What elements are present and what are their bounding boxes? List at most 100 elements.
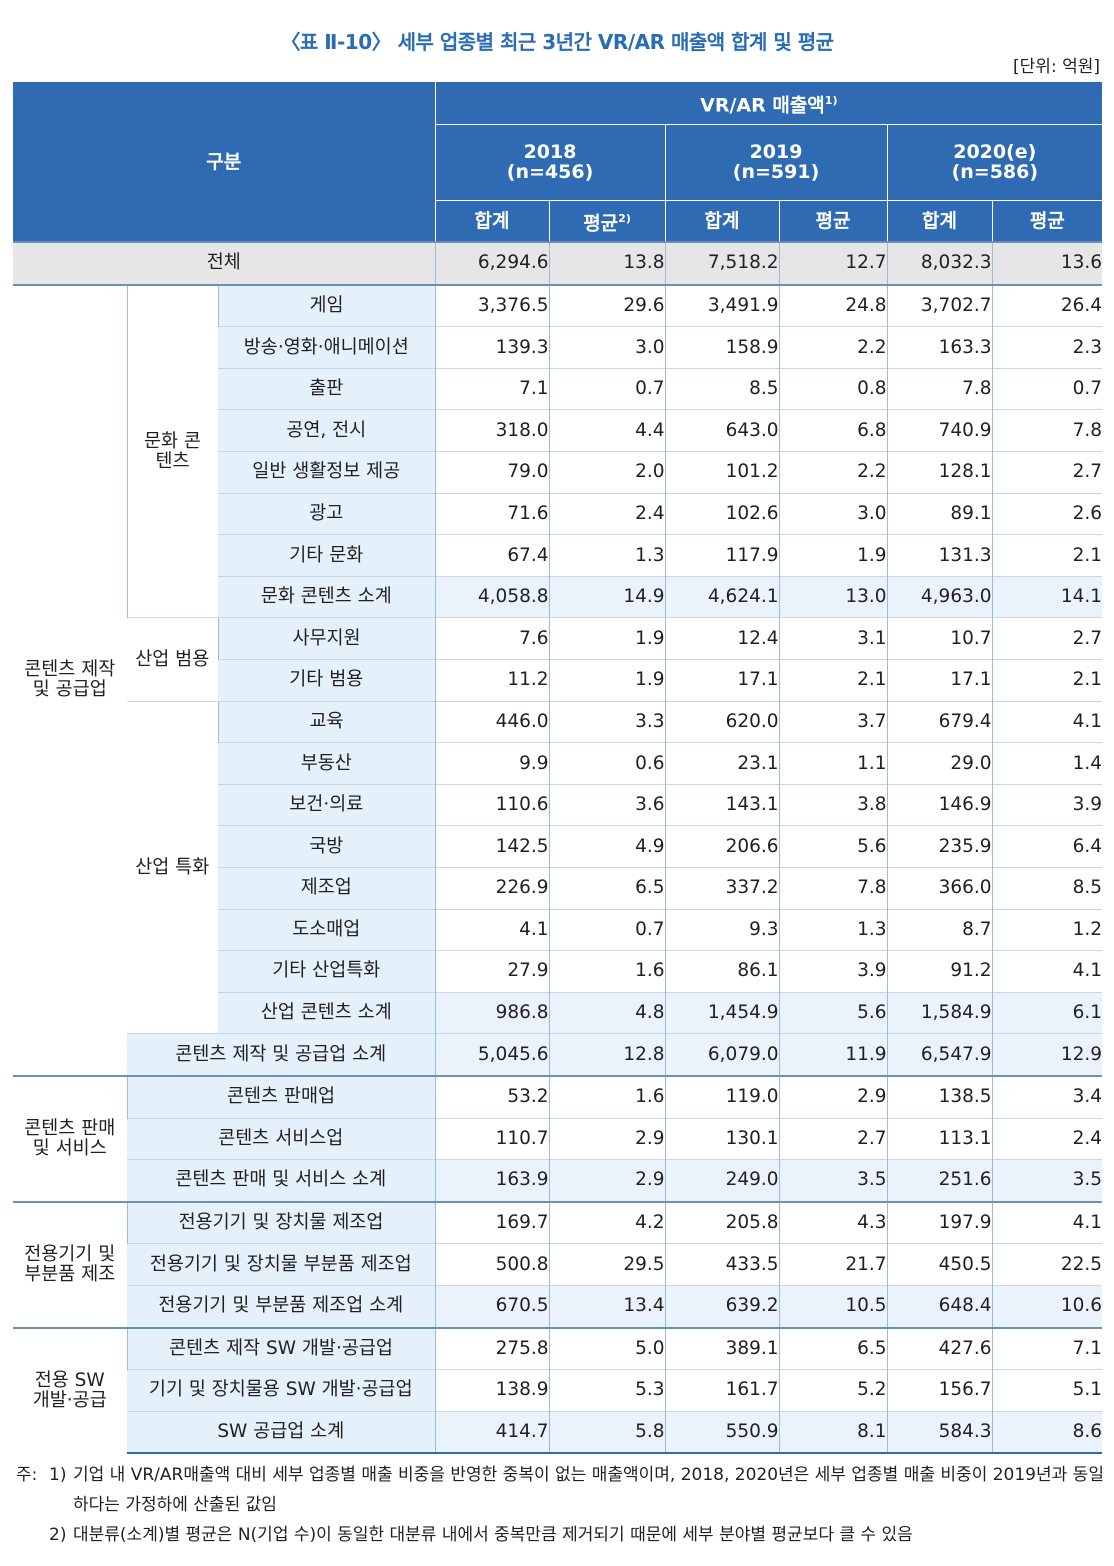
footnote-1: 주: 1) 기업 내 VR/AR매출액 대비 세부 업종별 매출 비중을 반영한… [16,1460,1106,1520]
footnote-prefix: 주: [16,1465,38,1485]
cell: 14.9 [548,575,666,618]
row-label: 콘텐츠 제작 및 공급업 소계 [127,1033,436,1076]
cell: 670.5 [434,1284,550,1328]
cell: 67.4 [434,534,550,577]
cell: 139.3 [434,326,550,369]
cell: 13.0 [778,575,888,618]
cell: 648.4 [886,1284,993,1328]
cell: 6.1 [991,991,1103,1034]
cell: 7.1 [991,1326,1103,1370]
cell: 2.0 [548,451,666,494]
cell: 12.7 [778,241,888,285]
cell: 21.7 [778,1243,888,1286]
cell: 2.1 [991,659,1103,702]
header-sum: 합계 [434,199,550,243]
cell: 29.0 [886,742,993,785]
row-label: 국방 [218,825,436,868]
cell: 2.1 [778,659,888,702]
cell: 163.3 [886,326,993,369]
row-label: 광고 [218,492,436,535]
table-row-subtotal: 문화 콘텐츠 소계 4,058.8 14.9 4,624.1 13.0 4,963.0 14… [13,575,1103,618]
cell: 156.7 [886,1369,993,1412]
row-label: 도소매업 [218,908,436,951]
cell: 10.5 [778,1284,888,1328]
cell: 3.6 [548,783,666,826]
cell: 620.0 [664,700,780,743]
cell: 2.1 [991,534,1103,577]
cell: 6.4 [991,825,1103,868]
cell: 5.3 [548,1369,666,1412]
table-row-total: 전체 6,294.6 13.8 7,518.2 12.7 8,032.3 13.… [13,241,1103,285]
header-year-2018: 2018 (n=456) [434,123,666,200]
cell: 414.7 [434,1410,550,1455]
cell: 117.9 [664,534,780,577]
cell: 142.5 [434,825,550,868]
cell: 3.0 [778,492,888,535]
footnotes: 주: 1) 기업 내 VR/AR매출액 대비 세부 업종별 매출 비중을 반영한… [16,1460,1106,1550]
cell: 22.5 [991,1243,1103,1286]
cell: 318.0 [434,409,550,452]
cell: 433.5 [664,1243,780,1286]
cell: 8.1 [778,1410,888,1455]
table-row: 산업 범용 사무지원 7.6 1.9 12.4 3.1 10.7 2.7 [13,617,1103,702]
header-avg: 평균 [778,199,888,243]
row-label: 출판 [218,367,436,410]
cell: 24.8 [778,283,888,327]
cell: 197.9 [886,1200,993,1244]
cell: 9.9 [434,742,550,785]
cell: 7.1 [434,367,550,410]
row-label: 방송·영화·애니메이션 [218,326,436,369]
cell: 4.1 [991,1200,1103,1244]
cell: 550.9 [664,1410,780,1455]
cell: 5.6 [778,991,888,1034]
cell: 8,032.3 [886,241,993,285]
cell: 6.5 [548,867,666,910]
cell: 11.9 [778,1033,888,1076]
cell: 7.8 [886,367,993,410]
row-label: 기타 문화 [218,534,436,577]
group-label-culture: 문화 콘텐츠 [126,283,218,618]
cell: 1.6 [548,950,666,993]
row-label: 문화 콘텐츠 소계 [218,575,436,618]
cell: 251.6 [886,1159,993,1202]
row-label: 교육 [217,700,436,743]
group-label-sw-dev: 전용 SW 개발·공급 [13,1326,127,1454]
cell: 4.8 [548,991,666,1034]
row-label: 보건·의료 [218,783,436,826]
cell: 4.1 [434,908,550,951]
cell: 89.1 [886,492,993,535]
cell: 17.1 [664,659,780,702]
cell: 12.8 [548,1033,666,1076]
table-row: 전용기기 및 장치물 부분품 제조업 500.8 29.5 433.5 21.7 450.… [13,1243,1103,1286]
table-row: 방송·영화·애니메이션 139.3 3.0 158.9 2.2 163.3 2.3 [13,326,1103,369]
cell: 2.4 [548,492,666,535]
cell: 1.1 [778,742,888,785]
cell: 584.3 [886,1410,993,1455]
cell: 5.1 [991,1369,1103,1412]
row-label: 콘텐츠 판매업 [126,1074,436,1119]
cell: 138.5 [886,1074,993,1119]
cell: 249.0 [664,1159,780,1202]
group-label-sales-service: 콘텐츠 판매 및 서비스 [13,1074,127,1202]
cell: 5.8 [548,1410,666,1455]
cell: 138.9 [434,1369,550,1412]
row-label: 일반 생활정보 제공 [218,451,436,494]
table-row: 출판 7.1 0.7 8.5 0.8 7.8 0.7 [13,367,1103,410]
footnote-number: 2) [49,1525,67,1545]
row-label: 공연, 전시 [218,409,436,452]
cell: 0.7 [548,908,666,951]
cell: 8.5 [991,867,1103,910]
cell: 110.6 [434,783,550,826]
header-sum: 합계 [664,199,780,243]
table-row: 전용 SW 개발·공급 콘텐츠 제작 SW 개발·공급업 275.8 5.0 389.… [13,1326,1103,1454]
cell: 3,702.7 [886,283,993,327]
cell: 102.6 [664,492,780,535]
cell: 7,518.2 [664,241,780,285]
cell: 169.7 [434,1200,550,1244]
table-row: 제조업 226.9 6.5 337.2 7.8 366.0 8.5 [13,867,1103,910]
cell: 113.1 [886,1117,993,1160]
sales-table: 구분 VR/AR 매출액1) 2018 (n=456) 2019 (n=591) 2… [13,82,1103,1455]
cell: 2.2 [778,451,888,494]
cell: 13.6 [991,241,1103,285]
group-label-industry-general: 산업 범용 [127,617,218,702]
